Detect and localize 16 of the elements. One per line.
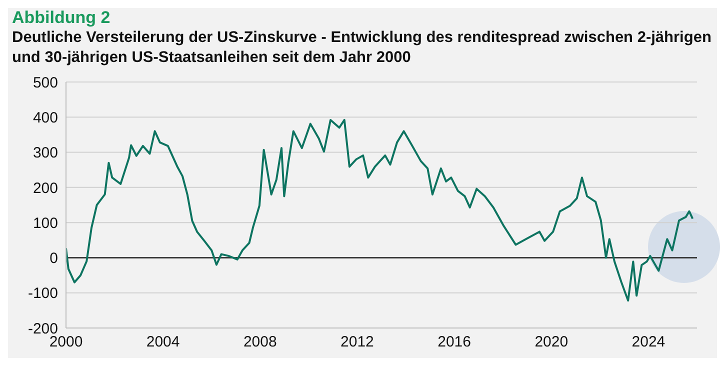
chart-subtitle: Deutliche Versteilerung der US-Zinskurve - Entwicklung des renditespread zwischen 2-jährigen und 30-jährigen US-Staatsanleihen seit dem Jahr 2000 [12, 28, 712, 68]
y-tick-label: -100 [28, 285, 58, 302]
line-series [66, 118, 694, 302]
y-tick-label: 0 [50, 250, 58, 268]
x-tick-label: 2004 [146, 334, 180, 351]
x-tick-label: 2020 [534, 334, 568, 351]
x-tick-label: 2016 [438, 334, 471, 351]
y-tick-label: 300 [32, 144, 58, 162]
x-tick-label: 2012 [340, 334, 374, 351]
y-tick-label: 100 [32, 214, 58, 232]
y-tick-label: 500 [32, 74, 58, 92]
x-tick-label: 2008 [243, 334, 277, 351]
x-tick-label: 2024 [632, 334, 666, 351]
y-tick-label: 200 [32, 180, 58, 197]
y-tick-label: 400 [32, 109, 58, 126]
chart-title: Abbildung 2 [12, 8, 112, 28]
